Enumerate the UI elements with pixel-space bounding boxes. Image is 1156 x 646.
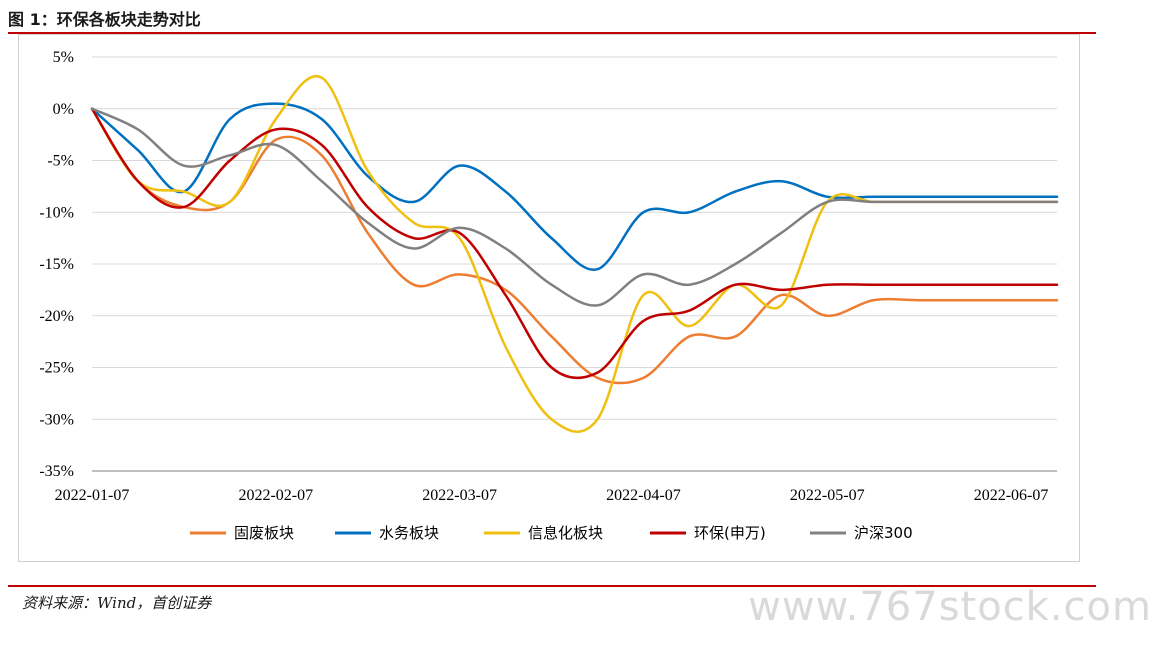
legend: 固废板块 水务板块 信息化板块 环保(申万) 沪深300 [190,524,913,542]
legend-label: 水务板块 [379,524,439,542]
x-axis: 2022-01-07 2022-02-07 2022-03-07 2022-04-07… [55,470,1057,504]
bottom-rule [8,585,1096,587]
series-line-4 [90,107,1059,307]
watermark-text: www.767stock.com [748,584,1152,630]
top-rule [8,32,1096,34]
x-tick-label: 2022-04-07 [606,487,681,504]
y-tick-label: -25% [39,360,74,377]
y-tick-label: 0% [53,101,74,118]
y-tick-label: -20% [39,308,74,325]
x-tick-label: 2022-03-07 [422,487,497,504]
figure-title: 图 1：环保各板块走势对比 [8,10,201,29]
series-line-3 [90,107,1059,380]
legend-label: 固废板块 [234,524,294,542]
source-note: 资料来源：Wind，首创证券 [22,594,212,612]
y-tick-label: -35% [39,463,74,480]
grid-lines [92,56,1057,420]
legend-label: 沪深300 [854,524,913,542]
x-tick-label: 2022-02-07 [238,487,313,504]
chart-frame [18,34,1080,562]
series-line-1 [90,102,1059,271]
legend-label: 信息化板块 [528,524,603,542]
y-tick-label: 5% [53,49,74,66]
x-tick-label: 2022-05-07 [790,487,865,504]
y-axis-ticks: 5% 0% -5% -10% -15% -20% -25% -30% -35% [39,49,74,480]
legend-label: 环保(申万) [694,524,766,542]
series-lines [90,74,1059,433]
y-tick-label: -15% [39,256,74,273]
y-tick-label: -5% [47,153,74,170]
x-tick-label: 2022-06-07 [974,487,1049,504]
x-tick-label: 2022-01-07 [55,487,130,504]
y-tick-label: -30% [39,411,74,428]
series-line-0 [90,107,1059,385]
y-tick-label: -10% [39,204,74,221]
